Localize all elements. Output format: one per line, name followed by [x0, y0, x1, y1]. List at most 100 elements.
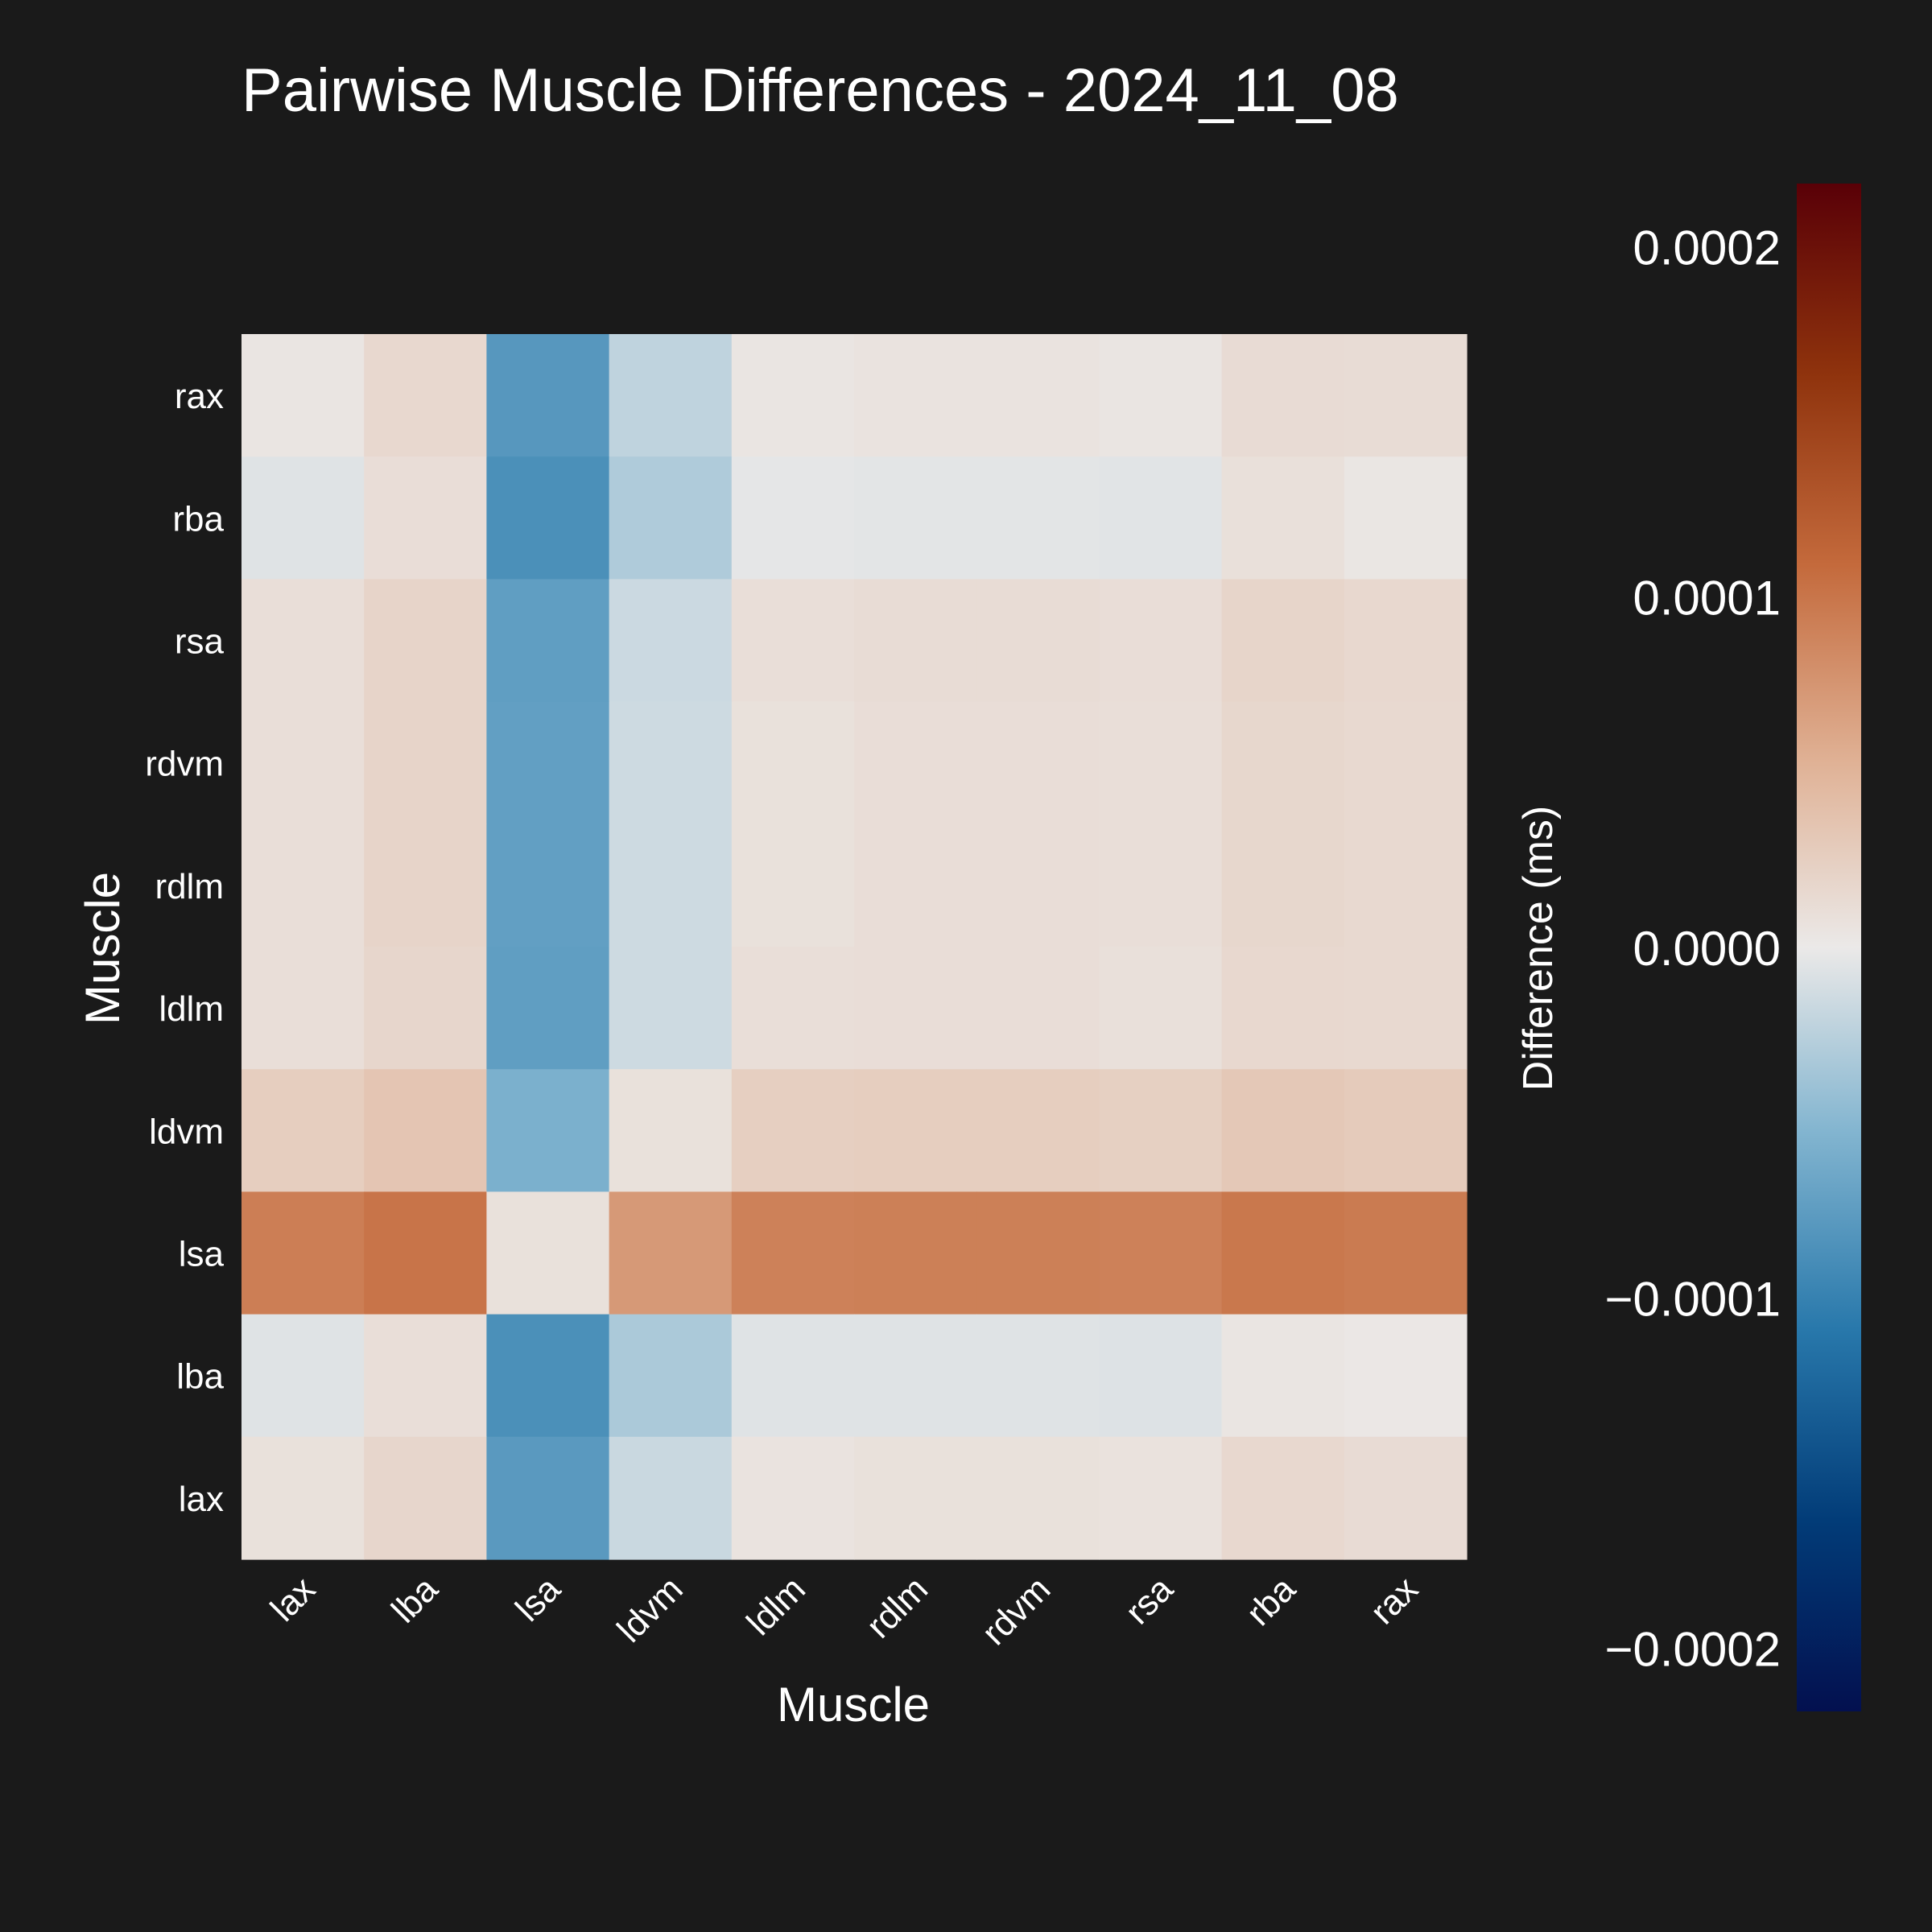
heatmap-cell [1099, 1191, 1223, 1315]
heatmap-cell [731, 1436, 855, 1560]
y-tick-label: rba [172, 499, 224, 539]
heatmap-cell [1344, 824, 1468, 947]
heatmap-cell [609, 824, 733, 947]
heatmap-cell [854, 334, 977, 457]
heatmap-cell [1221, 456, 1345, 580]
heatmap-cell [486, 701, 610, 825]
heatmap-cell [609, 1191, 733, 1315]
heatmap-cell [364, 947, 487, 1070]
heatmap-cell [1344, 1191, 1468, 1315]
heatmap-cell [731, 334, 855, 457]
heatmap-cell [1099, 1069, 1223, 1192]
heatmap-cell [976, 701, 1100, 825]
heatmap-cell [242, 824, 365, 947]
heatmap-cell [854, 579, 977, 703]
heatmap-cell [731, 1191, 855, 1315]
heatmap-cell [1099, 334, 1223, 457]
heatmap-cell [1221, 334, 1345, 457]
heatmap-cell [242, 701, 365, 825]
heatmap-cell [609, 701, 733, 825]
heatmap-cells [242, 334, 1468, 1560]
heatmap-cell [486, 456, 610, 580]
heatmap-cell [854, 1191, 977, 1315]
heatmap-cell [609, 1069, 733, 1192]
heatmap-cell [1221, 824, 1345, 947]
heatmap-cell [609, 947, 733, 1070]
heatmap-cell [364, 456, 487, 580]
heatmap-cell [976, 579, 1100, 703]
heatmap-cell [1344, 1436, 1468, 1560]
heatmap-cell [486, 1191, 610, 1315]
heatmap-cell [486, 947, 610, 1070]
heatmap-cell [242, 456, 365, 580]
heatmap-cell [242, 1314, 365, 1438]
y-axis-label: Muscle [76, 872, 130, 1025]
heatmap-cell [854, 1314, 977, 1438]
heatmap-cell [242, 1069, 365, 1192]
colorbar-tick-label: 0.0000 [1633, 922, 1781, 976]
heatmap-cell [486, 1069, 610, 1192]
heatmap-cell [1344, 947, 1468, 1070]
y-tick-label: ldlm [159, 989, 224, 1029]
y-tick-label: lba [176, 1357, 224, 1397]
y-tick-label: ldvm [149, 1112, 224, 1151]
heatmap-cell [609, 334, 733, 457]
heatmap-cell [609, 456, 733, 580]
heatmap-cell [976, 824, 1100, 947]
y-tick-label: lax [179, 1480, 224, 1519]
colorbar-label: Difference (ms) [1515, 806, 1562, 1091]
heatmap-cell [854, 824, 977, 947]
heatmap-cell [364, 824, 487, 947]
heatmap-cell [609, 579, 733, 703]
colorbar-tick-label: 0.0002 [1633, 221, 1781, 275]
colorbar-tick-label: −0.0002 [1604, 1623, 1781, 1677]
heatmap-cell [731, 824, 855, 947]
chart-title: Pairwise Muscle Differences - 2024_11_08 [242, 56, 1399, 125]
heatmap-cell [1344, 579, 1468, 703]
heatmap-cell [1099, 1314, 1223, 1438]
heatmap-cell [242, 579, 365, 703]
heatmap-cell [1099, 824, 1223, 947]
heatmap-cell [364, 1069, 487, 1192]
heatmap-cell [486, 1314, 610, 1438]
y-tick-label: lsa [179, 1235, 225, 1274]
heatmap-cell [364, 1314, 487, 1438]
heatmap-cell [731, 1314, 855, 1438]
heatmap-cell [364, 1191, 487, 1315]
heatmap-cell [242, 1191, 365, 1315]
colorbar-tick-label: 0.0001 [1633, 572, 1781, 625]
y-tick-labels: rax rba rsa rdvm rdlm ldlm ldvm lsa lba lax [145, 377, 224, 1519]
colorbar-tick-labels: 0.0002 0.0001 0.0000 −0.0001 −0.0002 [1604, 221, 1781, 1676]
heatmap-cell [486, 824, 610, 947]
heatmap-cell [1221, 1436, 1345, 1560]
heatmap-cell [854, 1069, 977, 1192]
heatmap-cell [731, 456, 855, 580]
heatmap-cell [1221, 1069, 1345, 1192]
y-tick-label: rdvm [145, 745, 224, 784]
heatmap-cell [242, 947, 365, 1070]
heatmap-cell [364, 334, 487, 457]
colorbar [1797, 184, 1861, 1711]
heatmap-cell [1221, 1314, 1345, 1438]
heatmap-cell [1099, 701, 1223, 825]
heatmap-cell [976, 1191, 1100, 1315]
y-tick-label: rax [175, 377, 224, 416]
heatmap-cell [731, 947, 855, 1070]
heatmap-cell [854, 701, 977, 825]
heatmap-cell [1221, 701, 1345, 825]
heatmap-cell [609, 1436, 733, 1560]
colorbar-tick-label: −0.0001 [1604, 1272, 1781, 1326]
heatmap-cell [486, 1436, 610, 1560]
heatmap-cell [364, 1436, 487, 1560]
heatmap-cell [854, 456, 977, 580]
heatmap-cell [976, 947, 1100, 1070]
heatmap-cell [976, 456, 1100, 580]
heatmap-cell [242, 334, 365, 457]
heatmap-cell [1344, 334, 1468, 457]
heatmap-cell [1221, 947, 1345, 1070]
heatmap-cell [1099, 579, 1223, 703]
heatmap-cell [854, 947, 977, 1070]
heatmap-cell [609, 1314, 733, 1438]
heatmap-cell [1344, 1069, 1468, 1192]
